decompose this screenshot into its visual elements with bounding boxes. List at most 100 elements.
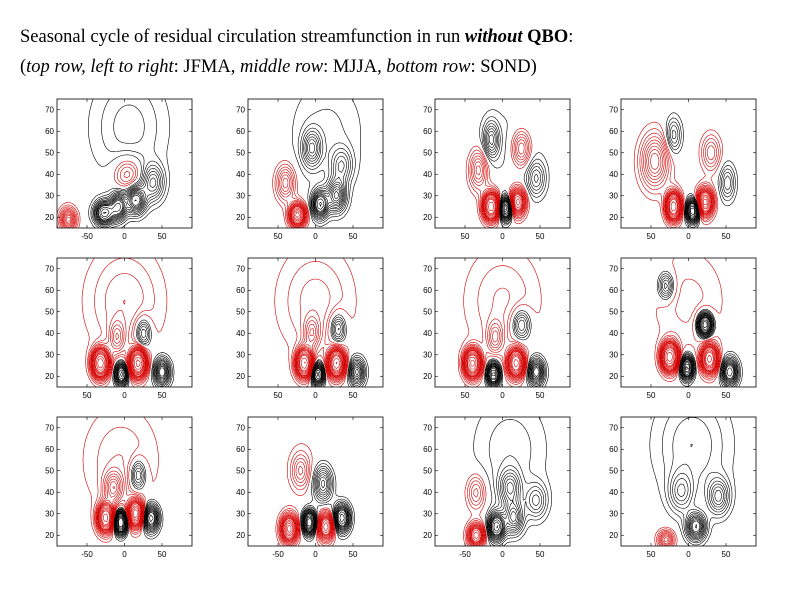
positive-contour — [120, 371, 123, 377]
negative-contour — [294, 320, 346, 380]
y-tick-label: 60 — [423, 286, 432, 295]
negative-contour — [295, 328, 346, 379]
x-tick-label: -50 — [272, 550, 284, 559]
positive-contour — [659, 275, 740, 387]
negative-contour — [466, 480, 486, 546]
negative-contour — [93, 350, 145, 376]
negative-contour — [668, 194, 710, 217]
positive-contour — [686, 199, 699, 224]
x-tick-label: 50 — [158, 391, 167, 400]
negative-contour — [274, 163, 309, 228]
positive-contour — [688, 204, 697, 218]
title-emphasis-qbo: QBO — [527, 27, 569, 47]
positive-contour — [667, 417, 731, 544]
x-tick-label: 0 — [686, 232, 691, 241]
y-tick-label: 30 — [45, 350, 54, 359]
negative-contour — [633, 121, 723, 228]
y-tick-label: 20 — [423, 531, 432, 540]
negative-contour — [90, 324, 148, 381]
negative-contour — [658, 336, 720, 378]
x-tick-label: 0 — [122, 232, 127, 241]
positive-contour — [677, 483, 724, 538]
x-tick-label: 0 — [122, 391, 127, 400]
positive-contour — [300, 123, 353, 222]
y-tick-label: 40 — [609, 170, 618, 179]
negative-contour — [485, 196, 520, 217]
negative-contour — [274, 258, 357, 387]
negative-contour — [464, 349, 524, 377]
y-tick-label: 40 — [45, 170, 54, 179]
positive-contour — [313, 362, 363, 385]
negative-contour — [285, 522, 293, 535]
title-paren-open: ( — [20, 57, 27, 77]
negative-contour — [656, 528, 676, 546]
positive-contour — [305, 136, 345, 217]
positive-contour — [303, 131, 349, 219]
x-tick-label: 50 — [349, 550, 358, 559]
negative-contour — [463, 347, 525, 379]
negative-contour — [279, 171, 307, 228]
x-tick-label: 50 — [158, 232, 167, 241]
panel-r3-c1: 20 30 40 50 60 70 -50 0 50 — [45, 416, 193, 559]
negative-contour — [300, 357, 340, 369]
x-tick-label: 0 — [313, 232, 318, 241]
negative-contour — [295, 211, 300, 219]
negative-contour — [663, 537, 669, 542]
panel-r3-c2: 20 30 40 50 60 70 -50 0 50 — [236, 416, 384, 559]
positive-contour — [97, 192, 143, 222]
negative-contour — [486, 197, 496, 216]
y-tick-label: 30 — [423, 191, 432, 200]
negative-contour — [667, 193, 711, 218]
negative-contour — [464, 349, 524, 378]
negative-contour — [290, 205, 305, 225]
panel-r1-c1: 20 30 40 50 60 70 -50 0 50 — [45, 98, 193, 241]
negative-contour — [91, 332, 148, 380]
contour-lines — [649, 417, 736, 546]
negative-contour — [91, 348, 147, 378]
negative-contour — [473, 142, 526, 223]
y-tick-label: 60 — [609, 127, 618, 136]
y-tick-label: 50 — [609, 307, 618, 316]
y-tick-label: 20 — [609, 531, 618, 540]
negative-contour — [281, 515, 332, 542]
x-tick-label: 50 — [461, 232, 470, 241]
negative-contour — [94, 353, 144, 373]
negative-contour — [460, 287, 527, 384]
y-tick-label: 60 — [45, 286, 54, 295]
y-tick-label: 50 — [423, 307, 432, 316]
positive-contour — [656, 270, 743, 387]
y-tick-label: 20 — [236, 372, 245, 381]
y-tick-label: 70 — [45, 423, 54, 432]
x-tick-label: 0 — [313, 550, 318, 559]
negative-contour — [282, 177, 306, 227]
positive-contour — [487, 469, 543, 542]
negative-contour — [661, 342, 718, 373]
y-tick-label: 20 — [236, 531, 245, 540]
x-tick-label: 50 — [722, 550, 731, 559]
negative-contour — [298, 352, 343, 374]
positive-contour — [117, 517, 124, 529]
positive-contour — [116, 511, 155, 532]
positive-contour — [489, 475, 521, 540]
x-tick-label: 0 — [686, 391, 691, 400]
y-tick-label: 20 — [609, 213, 618, 222]
y-tick-label: 30 — [423, 350, 432, 359]
panel-r2-c3: 20 30 40 50 60 70 50 0 50 — [423, 257, 571, 400]
negative-contour — [465, 351, 523, 375]
positive-contour — [486, 455, 547, 545]
positive-contour — [117, 366, 166, 382]
negative-contour — [462, 326, 526, 381]
y-tick-label: 60 — [236, 445, 245, 454]
positive-contour — [103, 211, 107, 214]
positive-contour — [301, 127, 351, 221]
positive-contour — [489, 478, 520, 539]
negative-contour — [637, 128, 721, 228]
positive-contour — [116, 514, 154, 531]
negative-contour — [463, 330, 525, 380]
x-tick-label: 0 — [686, 550, 691, 559]
negative-contour — [297, 351, 344, 375]
positive-contour — [473, 417, 552, 546]
x-tick-label: -50 — [81, 232, 93, 241]
y-tick-label: 60 — [236, 286, 245, 295]
positive-contour — [669, 125, 733, 225]
